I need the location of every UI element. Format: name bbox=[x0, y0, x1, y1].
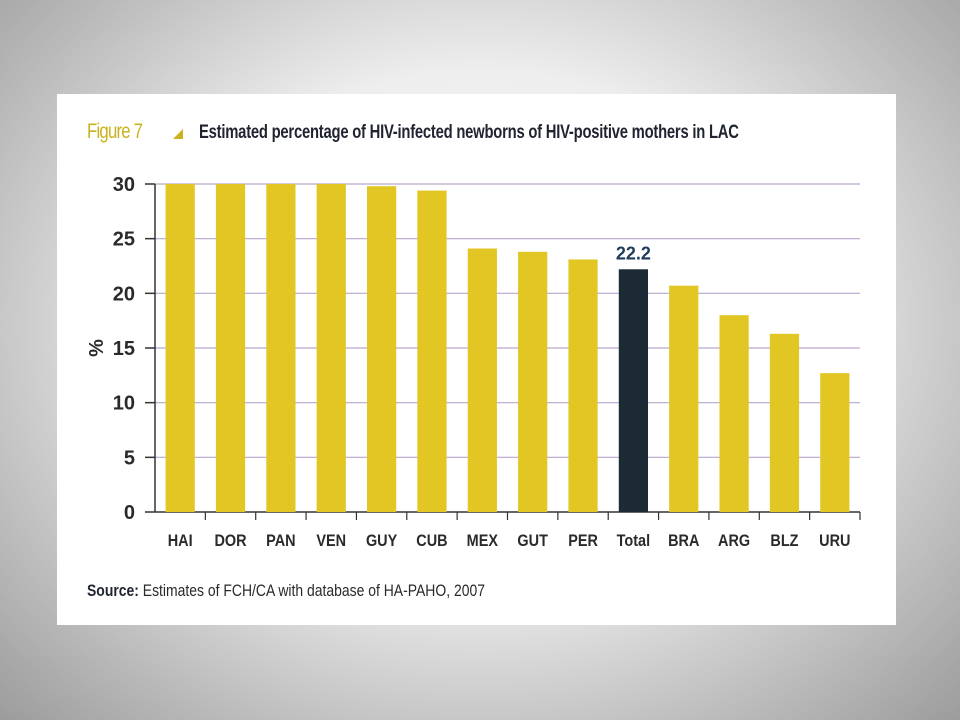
x-tick-label: BLZ bbox=[770, 532, 798, 550]
x-tick-label: DOR bbox=[214, 532, 247, 550]
y-tick-label: 20 bbox=[113, 283, 135, 305]
y-tick-label: 30 bbox=[113, 174, 135, 196]
figure-header: Figure 7 Estimated percentage of HIV-inf… bbox=[87, 120, 877, 150]
x-tick-label: GUT bbox=[517, 532, 548, 550]
bar bbox=[215, 184, 246, 512]
figure-card: Figure 7 Estimated percentage of HIV-inf… bbox=[57, 94, 896, 625]
bar bbox=[820, 373, 850, 512]
x-tick-label: MEX bbox=[467, 532, 499, 550]
source-prefix: Source: bbox=[87, 581, 139, 600]
x-tick-label: URU bbox=[819, 532, 850, 550]
data-label: 22.2 bbox=[616, 243, 651, 263]
source-text: Estimates of FCH/CA with database of HA-… bbox=[142, 581, 485, 600]
bar-total bbox=[618, 269, 648, 512]
bar bbox=[719, 315, 749, 512]
y-tick-label: 15 bbox=[113, 338, 135, 360]
source-note: Source: Estimates of FCH/CA with databas… bbox=[87, 581, 485, 601]
bar bbox=[316, 184, 346, 512]
bar bbox=[165, 184, 195, 512]
x-tick-label: VEN bbox=[316, 532, 346, 550]
bar-chart: 0 5 10 15 20 25 30% HAI DOR PAN VEN GUY CUB MEX GUT PER… bbox=[86, 174, 861, 550]
x-tick-label: BRA bbox=[668, 532, 699, 550]
y-tick-label: 10 bbox=[113, 393, 135, 415]
x-tick-label: PER bbox=[568, 532, 598, 550]
y-tick-label: 0 bbox=[124, 502, 135, 524]
bar bbox=[467, 248, 497, 513]
bar bbox=[518, 251, 548, 512]
x-tick-label: CUB bbox=[416, 532, 447, 550]
bar bbox=[266, 184, 296, 512]
bar bbox=[417, 190, 447, 512]
bar bbox=[669, 285, 699, 512]
y-tick-label: 25 bbox=[113, 229, 135, 251]
bar bbox=[769, 333, 800, 512]
y-axis-label: % bbox=[86, 339, 108, 357]
bar bbox=[568, 259, 598, 512]
figure-label: Figure 7 bbox=[87, 120, 143, 143]
chart-title: Estimated percentage of HIV-infected new… bbox=[199, 122, 739, 143]
x-tick-label: Total bbox=[617, 532, 650, 550]
x-tick-label: PAN bbox=[266, 532, 295, 550]
triangle-icon bbox=[173, 129, 183, 139]
x-tick-label: ARG bbox=[718, 532, 750, 550]
x-tick-label: HAI bbox=[168, 532, 193, 550]
y-tick-label: 5 bbox=[124, 447, 135, 469]
x-tick-label: GUY bbox=[366, 532, 398, 550]
bar bbox=[367, 186, 397, 512]
